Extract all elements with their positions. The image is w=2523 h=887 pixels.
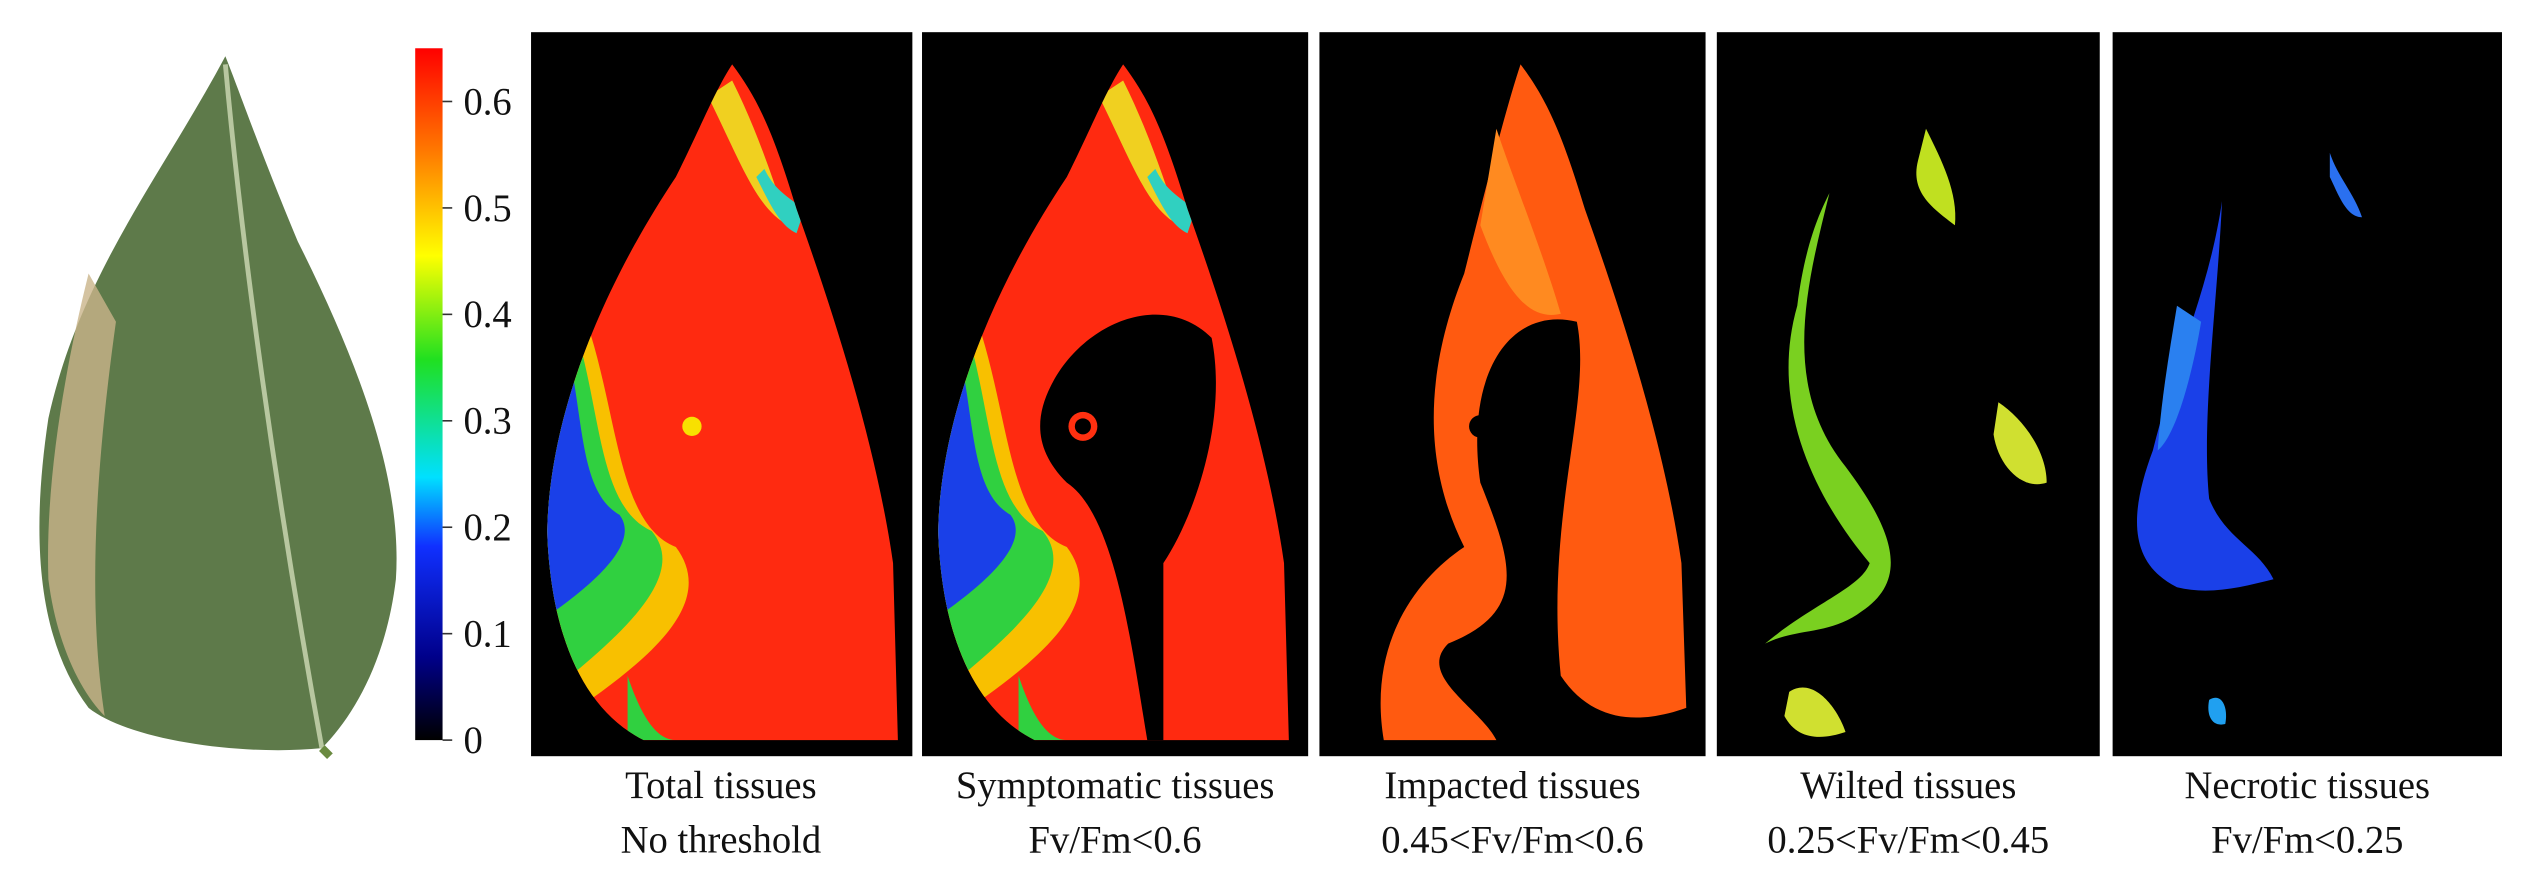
panel-subtitle: Fv/Fm<0.6 — [1029, 820, 1202, 862]
colorbar-tick-label: 0.3 — [463, 401, 511, 443]
panels — [531, 32, 2502, 757]
colorbar — [415, 48, 443, 741]
colorbar-tick-label: 0.6 — [463, 81, 511, 123]
colorbar-tick-label: 0.1 — [463, 614, 511, 656]
panel-title: Impacted tissues — [1384, 765, 1640, 807]
panel-labels: Total tissues No threshold Symptomatic tis… — [621, 765, 2430, 862]
colorbar-ticks: 0 0.1 0.2 0.3 0.4 0.5 0.6 — [442, 81, 512, 762]
panel-subtitle: Fv/Fm<0.25 — [2211, 820, 2403, 862]
panel-title: Wilted tissues — [1800, 765, 2016, 807]
colorbar-tick-label: 0.2 — [463, 507, 511, 549]
leaf-photo — [39, 56, 397, 760]
colorbar-tick-label: 0.5 — [463, 188, 511, 230]
panel-title: Necrotic tissues — [2185, 765, 2431, 807]
panel-subtitle: No threshold — [621, 820, 822, 862]
panel-subtitle: 0.45<Fv/Fm<0.6 — [1381, 820, 1643, 862]
panel-subtitle: 0.25<Fv/Fm<0.45 — [1767, 820, 2049, 862]
panel-necrotic — [2112, 32, 2502, 757]
panel-title: Symptomatic tissues — [956, 765, 1275, 807]
panel-symptomatic — [922, 32, 1309, 757]
panel-total — [531, 32, 913, 757]
colorbar-tick-label: 0 — [463, 720, 482, 762]
panel-title: Total tissues — [625, 765, 816, 807]
panel-impacted — [1319, 32, 1706, 757]
colorbar-tick-label: 0.4 — [463, 294, 511, 336]
panel-wilted — [1716, 32, 2100, 757]
